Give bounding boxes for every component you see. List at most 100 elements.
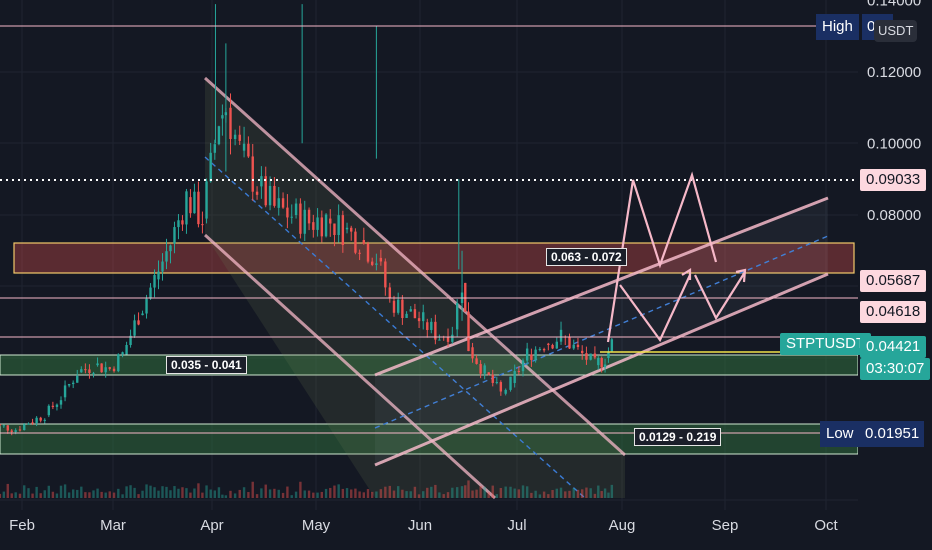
candle-body [581,350,584,354]
candle-body [487,372,490,375]
volume-bar [354,488,357,498]
projection-path [606,171,747,343]
volume-bar [290,495,293,498]
countdown-tag: 03:30:07 [860,358,931,380]
volume-bar [551,489,554,498]
volume-bar [491,485,494,498]
volume-bar [209,489,212,498]
volume-bar [149,485,152,498]
symbol-badge[interactable]: USDT [874,20,918,42]
volume-bar [320,491,324,498]
candle-body [358,252,361,254]
candle-body [345,227,349,230]
candle-body [229,107,232,140]
volume-bar [464,485,467,498]
candle-body [6,425,9,431]
candle-body [51,405,55,407]
volume-bar [221,494,224,498]
candle-body [316,217,319,230]
candle-body [23,424,26,431]
volume-bar [303,490,306,498]
candle-body [80,369,83,373]
candle-body [260,176,263,187]
candle-body [59,400,63,405]
x-tick-label: Mar [100,517,126,534]
volume-bar [471,490,474,498]
candle-body [31,422,34,424]
candle-body [530,354,533,360]
volume-bar [229,490,232,498]
volume-bar [600,491,603,498]
candle-body [149,287,152,299]
candle-body [290,216,293,218]
volume-bar [401,489,404,498]
volume-bar [96,488,99,498]
volume-bar [255,494,259,498]
volume-bar [18,493,22,498]
volume-bar [177,488,180,498]
candle-body [491,374,494,383]
candle-body [255,191,259,195]
candle-body [426,322,429,330]
candle-body [133,320,136,336]
candle-body [63,385,67,398]
volume-bar [88,492,91,498]
candle-body [55,404,59,407]
candle-body [471,347,474,359]
candle-body [201,224,204,226]
volume-bar [316,492,319,498]
volume-bar [129,485,132,498]
candle-body [43,419,46,421]
candle-body [362,240,366,244]
volume-bar [479,486,482,498]
volume-bar [538,494,542,498]
candle-body [568,337,571,349]
current-symbol-tag: STPTUSDT [780,333,872,355]
volume-bar [405,491,408,498]
candle-body [121,352,124,355]
candle-body [104,367,107,373]
y-tick-label: 0.14000 [867,0,921,10]
volume-bar [350,489,353,498]
volume-bar [247,492,250,498]
volume-bar [141,490,144,498]
volume-bar [585,487,588,498]
volume-bar [2,491,6,498]
y-tick-label: 0.10000 [867,136,921,153]
volume-bar [133,487,136,498]
volume-bar [530,492,533,498]
candle-body [551,344,554,349]
volume-bar [71,489,75,498]
time-axis[interactable]: Feb Mar Apr May Jun Jul Aug Sep Oct [0,510,932,550]
candle-body [117,354,120,372]
volume-bar [238,489,241,498]
candle-body [547,343,550,345]
time-axis-background [0,510,932,550]
volume-bar [201,492,204,498]
volume-bar [173,486,176,498]
volume-bar [76,489,79,498]
candle-body [177,220,180,228]
volume-bar [495,494,498,498]
volume-bar [475,489,478,498]
volume-bar [597,485,600,498]
candle-body [268,185,272,206]
volume-bar [487,492,490,498]
candle-body [27,423,30,425]
falling-channel-lower [203,233,497,500]
candle-body [145,298,148,314]
volume-bar [384,486,387,498]
volume-bar [460,486,464,498]
candle-body [294,203,298,215]
candle-body [173,227,176,244]
candle-body [189,197,192,214]
volume-bar [442,494,445,498]
volume-bar [59,485,63,498]
volume-bar [251,481,254,498]
volume-bar [35,486,38,498]
volume-bar [593,493,597,498]
candle-body [181,220,184,225]
volume-bars [0,480,614,498]
candle-body [434,321,437,340]
